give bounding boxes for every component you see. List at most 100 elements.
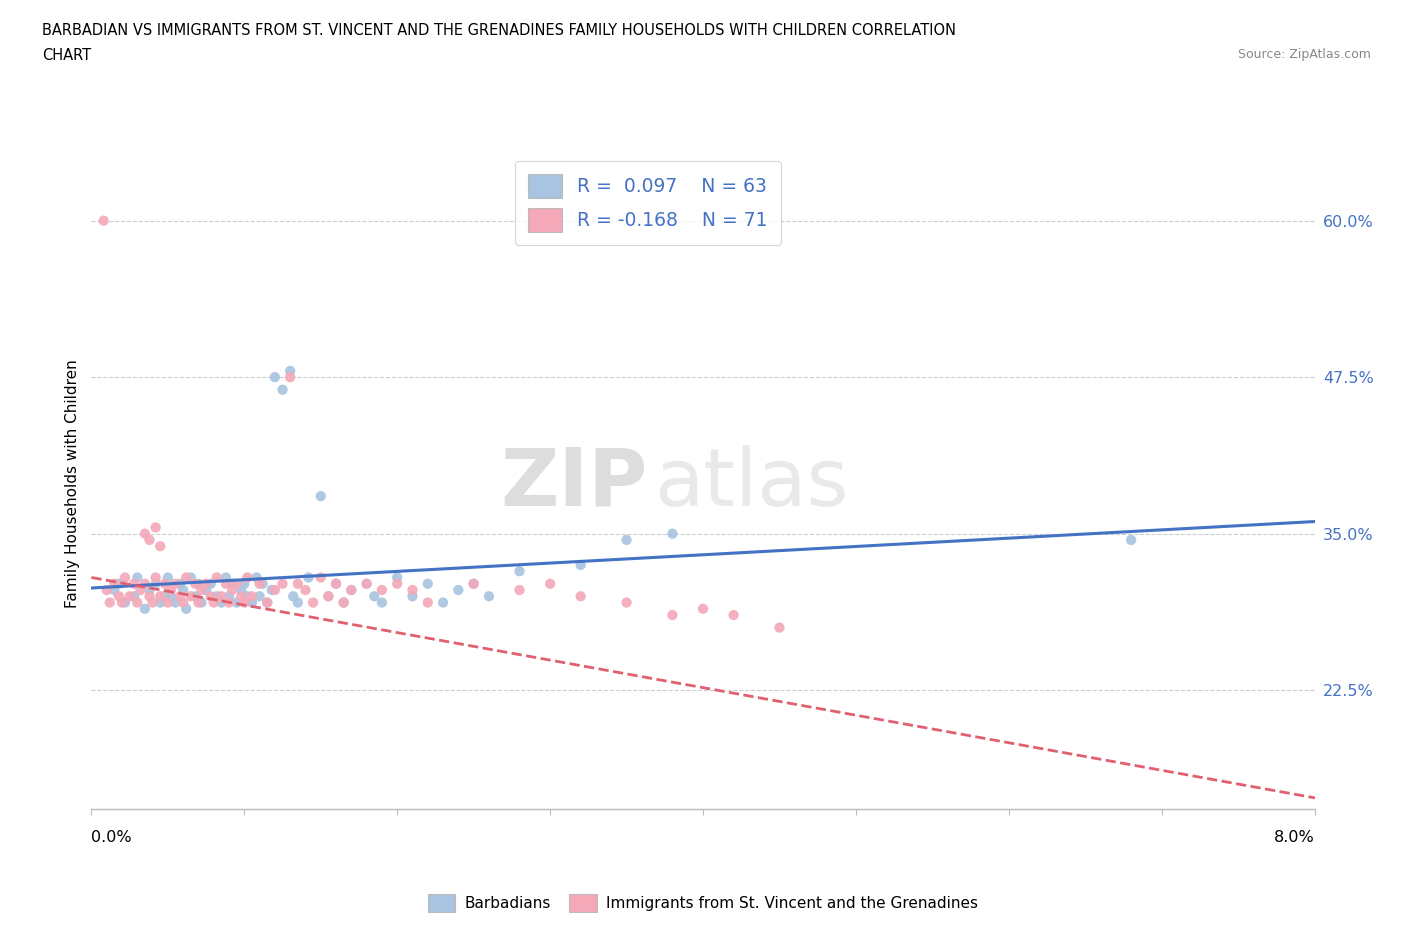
Point bbox=[172, 595, 194, 610]
Point bbox=[233, 577, 256, 591]
Point bbox=[340, 582, 363, 597]
Point bbox=[318, 589, 340, 604]
Point bbox=[768, 620, 790, 635]
Point bbox=[447, 582, 470, 597]
Point bbox=[174, 570, 197, 585]
Point bbox=[96, 582, 118, 597]
Point bbox=[145, 570, 167, 585]
Point bbox=[661, 526, 683, 541]
Point bbox=[134, 577, 156, 591]
Point bbox=[180, 570, 202, 585]
Point bbox=[149, 595, 172, 610]
Point bbox=[325, 577, 347, 591]
Point bbox=[356, 577, 378, 591]
Point bbox=[145, 577, 167, 591]
Point bbox=[509, 582, 531, 597]
Point bbox=[371, 595, 394, 610]
Point bbox=[569, 589, 592, 604]
Point bbox=[297, 570, 319, 585]
Point bbox=[283, 589, 305, 604]
Point bbox=[172, 582, 194, 597]
Point bbox=[200, 589, 222, 604]
Point bbox=[141, 595, 163, 610]
Point bbox=[153, 577, 176, 591]
Point bbox=[215, 577, 238, 591]
Point bbox=[134, 526, 156, 541]
Point bbox=[129, 582, 152, 597]
Point bbox=[401, 582, 423, 597]
Point bbox=[260, 582, 283, 597]
Y-axis label: Family Households with Children: Family Households with Children bbox=[65, 359, 80, 608]
Legend: R =  0.097    N = 63, R = -0.168    N = 71: R = 0.097 N = 63, R = -0.168 N = 71 bbox=[515, 161, 780, 245]
Point bbox=[98, 595, 121, 610]
Point bbox=[221, 582, 243, 597]
Point bbox=[149, 538, 172, 553]
Text: ZIP: ZIP bbox=[501, 445, 648, 523]
Point bbox=[256, 595, 278, 610]
Point bbox=[661, 607, 683, 622]
Point bbox=[385, 577, 409, 591]
Point bbox=[318, 589, 340, 604]
Point bbox=[325, 577, 347, 591]
Point bbox=[114, 570, 136, 585]
Point bbox=[174, 602, 197, 617]
Point bbox=[249, 589, 271, 604]
Point bbox=[138, 582, 160, 597]
Point bbox=[202, 595, 225, 610]
Point bbox=[103, 582, 125, 597]
Point bbox=[231, 582, 253, 597]
Point bbox=[122, 589, 145, 604]
Point bbox=[218, 589, 240, 604]
Point bbox=[692, 602, 714, 617]
Point bbox=[256, 595, 278, 610]
Point bbox=[332, 595, 354, 610]
Point bbox=[184, 577, 207, 591]
Point bbox=[616, 595, 638, 610]
Point bbox=[195, 577, 218, 591]
Point bbox=[184, 589, 207, 604]
Point bbox=[287, 595, 309, 610]
Point bbox=[149, 589, 172, 604]
Text: 8.0%: 8.0% bbox=[1274, 830, 1315, 844]
Point bbox=[122, 577, 145, 591]
Point bbox=[187, 595, 209, 610]
Point bbox=[209, 589, 232, 604]
Point bbox=[169, 577, 191, 591]
Point bbox=[340, 582, 363, 597]
Point bbox=[138, 533, 160, 548]
Point bbox=[401, 589, 423, 604]
Point bbox=[264, 370, 287, 385]
Point bbox=[432, 595, 454, 610]
Point bbox=[569, 558, 592, 573]
Text: atlas: atlas bbox=[654, 445, 848, 523]
Point bbox=[187, 577, 209, 591]
Point bbox=[231, 589, 253, 604]
Point bbox=[138, 589, 160, 604]
Legend: Barbadians, Immigrants from St. Vincent and the Grenadines: Barbadians, Immigrants from St. Vincent … bbox=[422, 888, 984, 918]
Point bbox=[240, 595, 263, 610]
Point bbox=[200, 577, 222, 591]
Point bbox=[356, 577, 378, 591]
Point bbox=[478, 589, 501, 604]
Point bbox=[264, 582, 287, 597]
Point bbox=[294, 582, 316, 597]
Point bbox=[332, 595, 354, 610]
Point bbox=[169, 589, 191, 604]
Point bbox=[245, 570, 267, 585]
Point bbox=[371, 582, 394, 597]
Point bbox=[509, 564, 531, 578]
Point bbox=[195, 582, 218, 597]
Point bbox=[225, 577, 247, 591]
Point bbox=[108, 589, 131, 604]
Point bbox=[103, 577, 125, 591]
Point bbox=[1121, 533, 1143, 548]
Point bbox=[218, 595, 240, 610]
Point bbox=[180, 589, 202, 604]
Point bbox=[416, 577, 439, 591]
Text: BARBADIAN VS IMMIGRANTS FROM ST. VINCENT AND THE GRENADINES FAMILY HOUSEHOLDS WI: BARBADIAN VS IMMIGRANTS FROM ST. VINCENT… bbox=[42, 23, 956, 38]
Point bbox=[225, 595, 247, 610]
Point bbox=[723, 607, 745, 622]
Point bbox=[221, 577, 243, 591]
Point bbox=[363, 589, 385, 604]
Point bbox=[278, 364, 301, 379]
